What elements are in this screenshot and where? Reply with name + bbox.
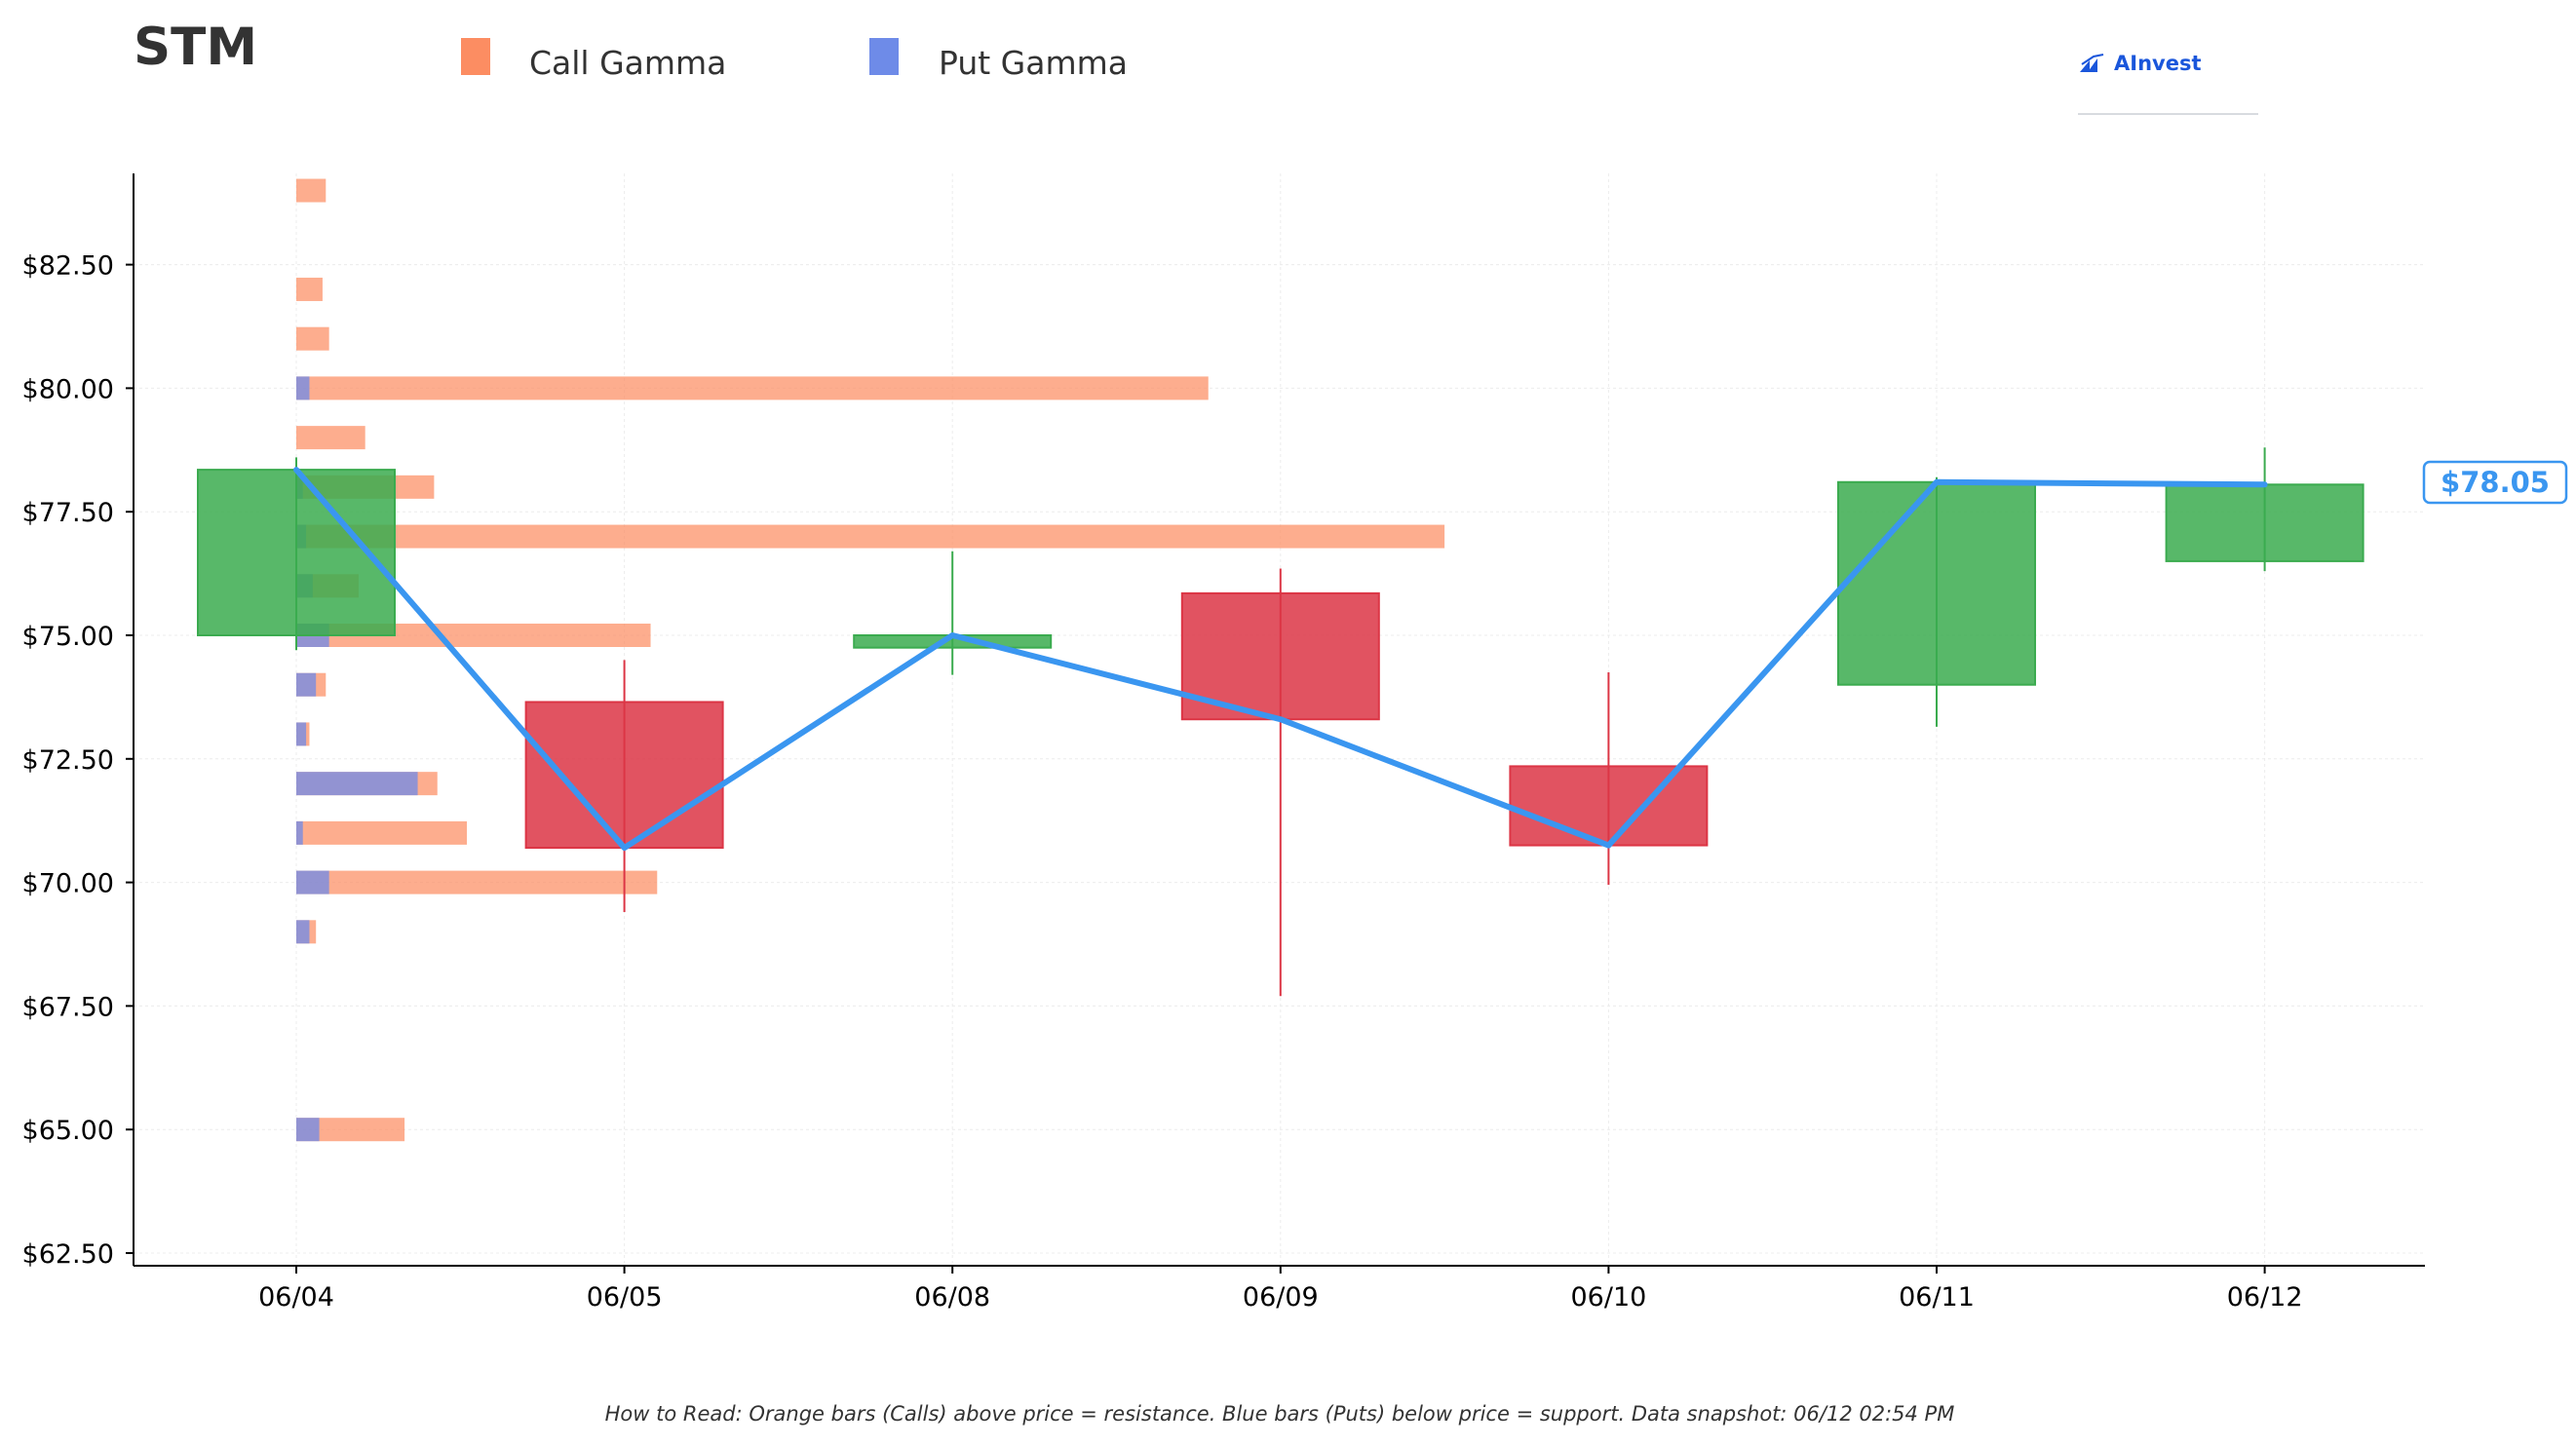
brand-name: AInvest xyxy=(2114,52,2202,75)
y-tick-label: $80.00 xyxy=(22,374,114,404)
y-tick-label: $65.00 xyxy=(22,1116,114,1146)
legend-put-label: Put Gamma xyxy=(939,44,1128,82)
ainvest-logo-icon xyxy=(2080,54,2104,72)
candle-body xyxy=(1509,765,1709,847)
candle-body xyxy=(1837,480,2036,686)
legend-put-swatch xyxy=(869,38,899,75)
put-gamma-bar xyxy=(296,820,303,845)
x-tick-label: 06/10 xyxy=(1570,1282,1646,1313)
axes: $62.50 $65.00 $67.50 $70.00 $72.50 $75.00 $77.… xyxy=(22,173,2425,1313)
candle-body xyxy=(197,469,396,637)
footer-note: How to Read: Orange bars (Calls) above p… xyxy=(605,1402,1955,1426)
call-gamma-bar xyxy=(296,426,365,450)
y-tick-label: $70.00 xyxy=(22,869,114,899)
put-gamma-bar xyxy=(296,920,310,944)
call-gamma-bar xyxy=(296,820,468,845)
call-gamma-bar xyxy=(296,277,323,301)
put-gamma-bar xyxy=(296,870,329,894)
candles xyxy=(197,447,2365,997)
call-gamma-bar xyxy=(296,326,329,351)
candle-body xyxy=(1180,591,1380,721)
legend-call-label: Call Gamma xyxy=(529,44,726,82)
x-tick-label: 06/05 xyxy=(587,1282,663,1313)
price-line-layer xyxy=(293,467,2268,852)
x-tick-label: 06/08 xyxy=(914,1282,990,1313)
y-tick-label: $82.50 xyxy=(22,251,114,282)
x-tick-label: 06/11 xyxy=(1899,1282,1975,1313)
x-tick-label: 06/12 xyxy=(2227,1282,2303,1313)
x-tick-label: 06/04 xyxy=(258,1282,334,1313)
put-gamma-bar xyxy=(296,1118,320,1142)
gamma-bars xyxy=(296,178,1445,1142)
candle-body xyxy=(2165,483,2365,562)
put-gamma-bar xyxy=(296,376,310,400)
current-price-label: $78.05 xyxy=(2441,466,2550,499)
put-gamma-bar xyxy=(296,672,317,697)
candle-body xyxy=(524,701,724,850)
price-line xyxy=(293,467,2268,852)
y-tick-label: $72.50 xyxy=(22,745,114,776)
brand-logo: AInvest xyxy=(2078,47,2258,115)
current-price-tag: $78.05 xyxy=(2422,460,2568,505)
y-tick-label: $62.50 xyxy=(22,1239,114,1270)
y-tick-label: $67.50 xyxy=(22,992,114,1022)
put-gamma-bar xyxy=(296,772,418,796)
y-tick-label: $77.50 xyxy=(22,498,114,528)
call-gamma-bar xyxy=(296,870,658,894)
x-tick-label: 06/09 xyxy=(1243,1282,1319,1313)
call-gamma-bar xyxy=(296,376,1209,400)
call-gamma-bar xyxy=(296,178,327,203)
call-gamma-bar xyxy=(296,524,1445,549)
chart-title: STM xyxy=(134,18,257,77)
put-gamma-bar xyxy=(296,722,307,746)
current-price-box xyxy=(2422,460,2568,505)
legend-call-swatch xyxy=(461,38,490,75)
y-tick-label: $75.00 xyxy=(22,622,114,652)
